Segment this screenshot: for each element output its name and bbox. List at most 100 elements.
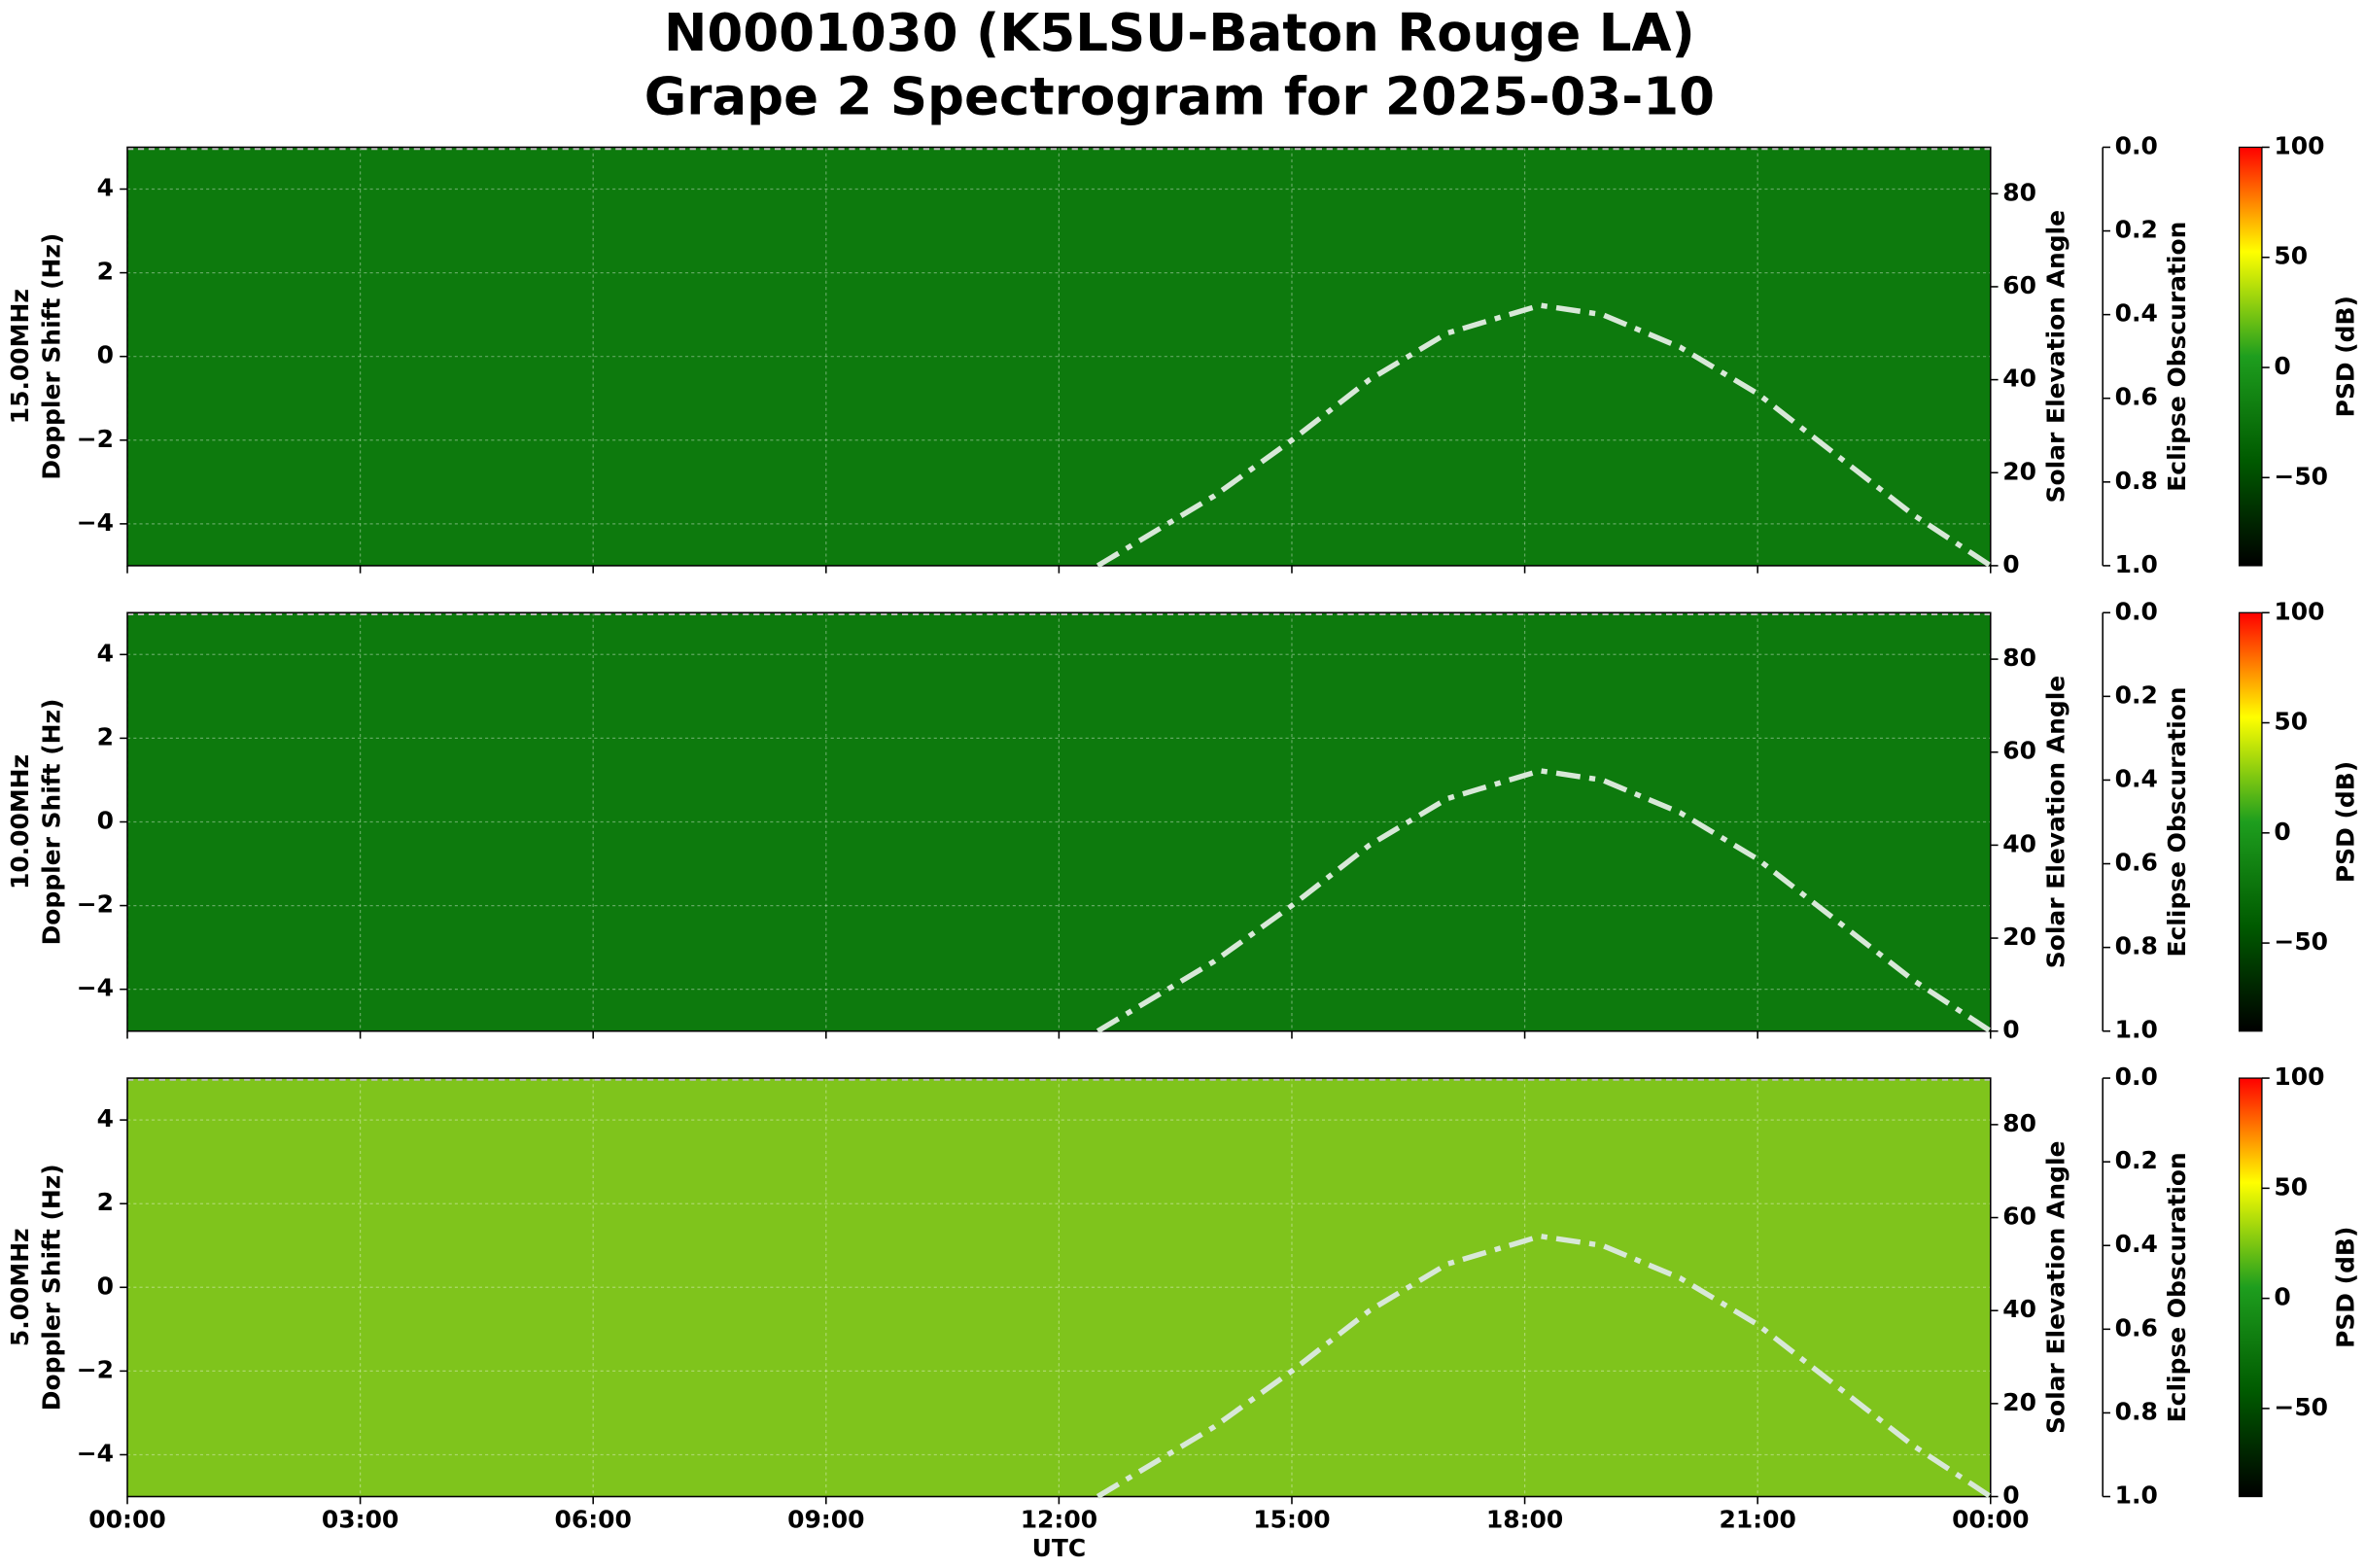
y3-tick-label: 1.0 [2115, 1016, 2158, 1044]
solar-elevation-line [1096, 302, 1993, 569]
colorbar-tick-label: 0 [2274, 818, 2290, 846]
plot-background [127, 612, 1991, 1031]
x-axis-label: UTC [1032, 1534, 1087, 1562]
colorbar-tick-label: −50 [2274, 927, 2328, 956]
y-tick-label: 0 [97, 1272, 114, 1300]
x-tick-label: 00:00 [88, 1505, 165, 1533]
colorbar-tick-label: −50 [2274, 462, 2328, 490]
y2-tick-label: 80 [2002, 1109, 2036, 1137]
y-tick-label: 4 [97, 639, 114, 667]
colorbar [2238, 1077, 2263, 1498]
y-tick-label: 2 [97, 258, 114, 286]
y3-tick-label: 0.4 [2115, 1230, 2158, 1258]
x-tick-label: 18:00 [1486, 1505, 1563, 1533]
solar-elevation-line [1096, 1233, 1993, 1499]
y2-tick-label: 80 [2002, 178, 2036, 206]
y3-axis-label: Eclipse Obscuration [2163, 1152, 2191, 1422]
plot-frame [126, 611, 1992, 1032]
y-tick-label: −2 [77, 890, 114, 919]
y-axis-label: 5.00MHz [6, 1228, 34, 1346]
colorbar-label: PSD (dB) [2331, 1227, 2359, 1348]
solar-elevation-line [1096, 768, 1993, 1034]
y2-tick-label: 0 [2002, 1481, 2019, 1510]
colorbar [2238, 146, 2263, 567]
y2-tick-label: 20 [2002, 923, 2036, 951]
y3-tick-label: 0.6 [2115, 849, 2158, 877]
y-axis-label: Doppler Shift (Hz) [38, 1164, 66, 1411]
y2-tick-label: 0 [2002, 1016, 2019, 1044]
y3-tick-label: 0.8 [2115, 1397, 2158, 1425]
y2-tick-label: 60 [2002, 1202, 2036, 1231]
y3-axis-label: Eclipse Obscuration [2163, 686, 2191, 957]
y-axis-label: Doppler Shift (Hz) [38, 699, 66, 946]
y3-tick-label: 1.0 [2115, 550, 2158, 578]
y-tick-label: −2 [77, 425, 114, 453]
colorbar-tick-label: 50 [2274, 1172, 2308, 1201]
x-tick-label: 21:00 [1719, 1505, 1795, 1533]
y-tick-label: −2 [77, 1355, 114, 1383]
y2-tick-label: 20 [2002, 457, 2036, 485]
colorbar-tick-label: 50 [2274, 242, 2308, 270]
y3-axis-label: Eclipse Obscuration [2163, 222, 2191, 492]
x-tick-label: 03:00 [322, 1505, 399, 1533]
y-tick-label: 2 [97, 722, 114, 750]
colorbar-tick-label: 100 [2274, 597, 2324, 625]
colorbar-label: PSD (dB) [2331, 296, 2359, 417]
y-tick-label: 4 [97, 1104, 114, 1132]
x-tick-label: 00:00 [1952, 1505, 2029, 1533]
y-tick-label: 0 [97, 806, 114, 834]
colorbar-tick-label: 0 [2274, 1283, 2290, 1311]
x-tick-label: 15:00 [1253, 1505, 1330, 1533]
x-tick-label: 06:00 [555, 1505, 632, 1533]
y2-tick-label: 40 [2002, 1295, 2036, 1323]
y3-tick-label: 1.0 [2115, 1481, 2158, 1510]
y3-tick-label: 0.2 [2115, 1146, 2158, 1174]
y-tick-label: 2 [97, 1188, 114, 1216]
y2-axis-label: Solar Elevation Angle [2041, 210, 2069, 503]
y-tick-label: 0 [97, 341, 114, 369]
y3-tick-label: 0.4 [2115, 299, 2158, 328]
y-axis-label: Doppler Shift (Hz) [38, 233, 66, 480]
colorbar [2238, 611, 2263, 1032]
x-tick-label: 12:00 [1021, 1505, 1097, 1533]
colorbar-tick-label: 100 [2274, 1063, 2324, 1091]
y-tick-label: −4 [77, 1439, 114, 1467]
colorbar-tick-label: 100 [2274, 131, 2324, 159]
y3-tick-label: 0.4 [2115, 764, 2158, 792]
y3-tick-label: 0.0 [2115, 597, 2158, 625]
colorbar-tick-label: 50 [2274, 708, 2308, 736]
y3-tick-label: 0.0 [2115, 131, 2158, 159]
plot-background [127, 1078, 1991, 1497]
y3-tick-label: 0.8 [2115, 467, 2158, 495]
plot-background [127, 147, 1991, 566]
y2-axis-label: Solar Elevation Angle [2041, 676, 2069, 968]
y3-tick-label: 0.6 [2115, 383, 2158, 411]
y2-tick-label: 20 [2002, 1388, 2036, 1416]
y3-tick-label: 0.6 [2115, 1313, 2158, 1342]
colorbar-label: PSD (dB) [2331, 761, 2359, 883]
y2-tick-label: 40 [2002, 829, 2036, 857]
y3-tick-label: 0.2 [2115, 680, 2158, 709]
y2-tick-label: 0 [2002, 550, 2019, 578]
y2-tick-label: 80 [2002, 644, 2036, 672]
colorbar-tick-label: −50 [2274, 1393, 2328, 1421]
y2-axis-label: Solar Elevation Angle [2041, 1141, 2069, 1434]
y2-tick-label: 40 [2002, 365, 2036, 393]
chart-title: Grape 2 Spectrogram for 2025-03-10 [644, 67, 1715, 127]
chart-title: N0001030 (K5LSU-Baton Rouge LA) [664, 3, 1695, 63]
y-axis-label: 15.00MHz [6, 289, 34, 424]
y-tick-label: −4 [77, 974, 114, 1002]
x-tick-label: 09:00 [787, 1505, 864, 1533]
y-tick-label: −4 [77, 508, 114, 537]
y3-tick-label: 0.2 [2115, 216, 2158, 244]
y3-tick-label: 0.0 [2115, 1063, 2158, 1091]
y2-tick-label: 60 [2002, 737, 2036, 765]
y-axis-label: 10.00MHz [6, 754, 34, 889]
y-tick-label: 4 [97, 174, 114, 202]
y3-tick-label: 0.8 [2115, 932, 2158, 960]
plot-frame [126, 146, 1992, 567]
plot-frame [126, 1077, 1992, 1498]
colorbar-tick-label: 0 [2274, 352, 2290, 380]
